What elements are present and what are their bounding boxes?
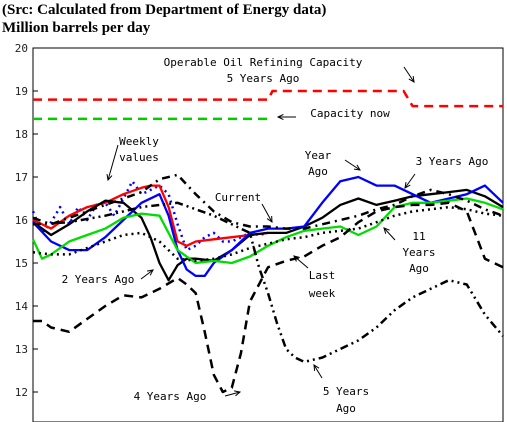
arrow-head xyxy=(408,75,415,83)
y-tick-label: 13 xyxy=(15,343,28,356)
annotation-label: 4 Years Ago xyxy=(134,390,207,403)
annotation-label: Ago xyxy=(308,165,328,178)
annotation-label: Weekly xyxy=(119,135,159,148)
series-line-0 xyxy=(33,89,503,108)
series-line-3 xyxy=(32,184,269,247)
annotation-label: week xyxy=(309,287,336,300)
series-line-10 xyxy=(32,201,504,364)
arrow-line xyxy=(107,144,119,181)
arrow-head xyxy=(353,164,361,171)
series-line-5 xyxy=(32,175,504,278)
annotation-label: Last xyxy=(309,269,336,282)
arrow-head xyxy=(234,390,242,397)
arrow-line xyxy=(140,269,154,280)
arrow-line xyxy=(261,203,273,223)
annotation-label: values xyxy=(119,151,159,164)
y-tick-label: 14 xyxy=(15,300,29,313)
arrow-head xyxy=(147,269,154,276)
series-lines xyxy=(31,89,504,394)
y-tick-label: 20 xyxy=(15,42,28,55)
arrow-head xyxy=(293,255,300,262)
annotation-label: 5 Years Ago xyxy=(227,72,300,85)
arrow-head xyxy=(266,215,273,224)
annotation-label: 5 Years xyxy=(323,385,369,398)
series-line-6 xyxy=(31,197,504,265)
arrow-line xyxy=(403,66,415,83)
y-tick-label: 12 xyxy=(15,386,28,399)
y-axis: 12 13 14 15 16 17 18 19 20 xyxy=(15,42,38,399)
annotation-label: Ago xyxy=(409,262,429,275)
source-note: (Src: Calculated from Department of Ener… xyxy=(2,2,327,18)
y-tick-label: 19 xyxy=(15,85,28,98)
arrow-line xyxy=(344,159,361,171)
units-label: Million barrels per day xyxy=(2,20,151,36)
annotation-label: 2 Years Ago xyxy=(62,273,135,286)
y-tick-label: 18 xyxy=(15,128,28,141)
annotation-arrows xyxy=(106,66,416,397)
arrow-head xyxy=(383,227,390,234)
plot-frame xyxy=(32,47,504,422)
annotation-label: 11 xyxy=(412,230,425,243)
series-line-9 xyxy=(33,201,504,394)
arrow-line xyxy=(293,255,309,269)
annotation-label: Capacity now xyxy=(310,107,390,120)
arrow-head xyxy=(106,174,113,182)
series-line-8 xyxy=(32,173,504,230)
arrow-head xyxy=(404,182,411,189)
arrow-head xyxy=(276,113,284,121)
arrow-head xyxy=(313,364,320,372)
annotation-label: Ago xyxy=(336,402,356,415)
annotations: Operable Oil Refining Capacity 5 Years Ag… xyxy=(62,56,489,415)
y-tick-label: 15 xyxy=(15,257,28,270)
annotation-label: Year xyxy=(305,149,332,162)
arrow-line xyxy=(313,364,323,379)
arrow-line xyxy=(404,173,416,189)
annotation-label: Current xyxy=(215,191,261,204)
arrow-line xyxy=(224,391,241,397)
series-line-2 xyxy=(31,180,269,252)
y-tick-label: 17 xyxy=(15,171,28,184)
arrow-line xyxy=(383,227,396,241)
annotation-label: Operable Oil Refining Capacity xyxy=(164,56,363,69)
annotation-label: Years xyxy=(402,246,435,259)
annotation-label: 3 Years Ago xyxy=(416,155,489,168)
y-tick-label: 16 xyxy=(15,214,28,227)
